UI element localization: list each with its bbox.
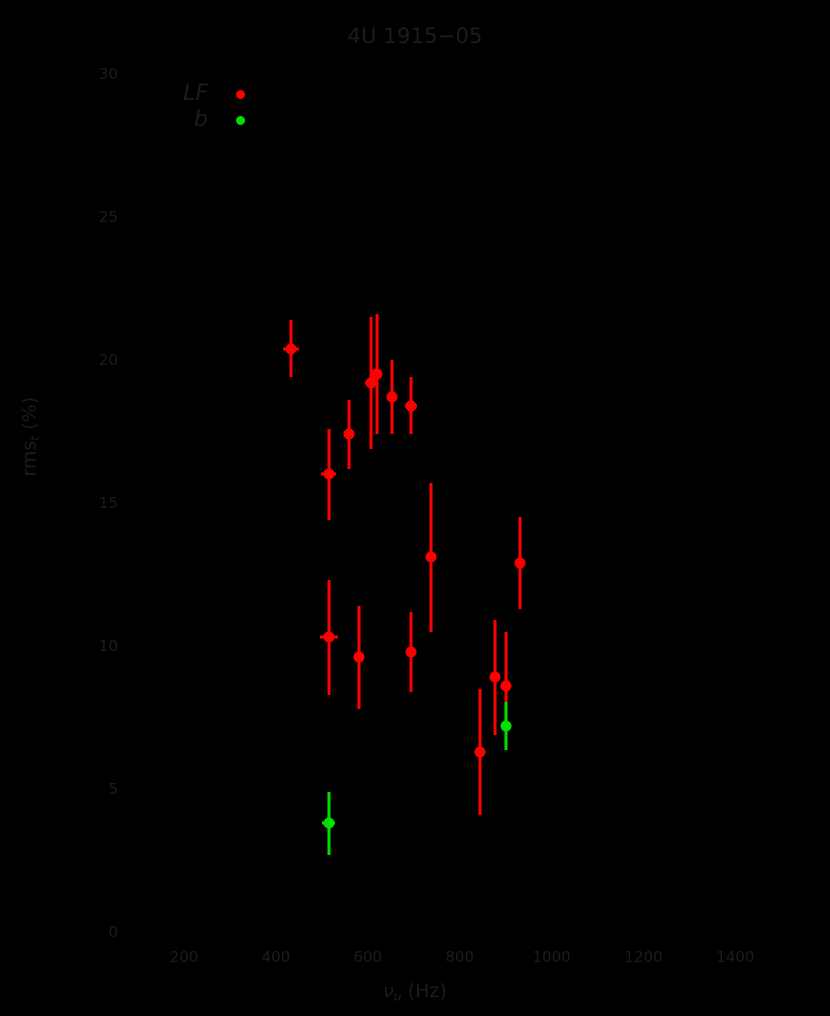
x-tick-label: 800: [445, 948, 474, 966]
legend: LF b: [150, 82, 260, 134]
error-bar-vertical: [429, 482, 433, 632]
y-tick-label: 25: [98, 208, 118, 226]
legend-marker-b-icon: [236, 116, 245, 125]
y-axis-label-unit: (%): [18, 396, 41, 430]
error-bar-vertical: [390, 360, 394, 435]
data-point-lf: [514, 557, 526, 569]
error-bar-horizontal: [373, 372, 382, 376]
error-bar-horizontal: [365, 381, 378, 385]
error-bar-vertical: [347, 400, 351, 469]
error-bar-horizontal: [504, 724, 508, 728]
error-bar-vertical: [478, 688, 482, 815]
data-point-lf: [500, 680, 512, 692]
error-bar-horizontal: [321, 472, 337, 476]
error-bar-horizontal: [503, 684, 509, 688]
page-title: 4U 1915−05: [347, 24, 483, 48]
error-bar-horizontal: [478, 750, 483, 754]
error-bar-horizontal: [322, 821, 336, 825]
error-bar-horizontal: [518, 561, 523, 565]
y-tick-label: 15: [98, 494, 118, 512]
x-axis-ticks: 200 400 600 800 1000 1200 1400: [0, 948, 830, 972]
error-bar-vertical: [504, 701, 508, 751]
error-bar-vertical: [357, 605, 361, 709]
error-bar-horizontal: [355, 655, 362, 659]
y-tick-label: 5: [108, 780, 118, 798]
data-point-lf: [474, 746, 486, 758]
error-bar-vertical: [369, 317, 373, 449]
error-bar-horizontal: [283, 347, 299, 351]
error-bar-vertical: [518, 517, 522, 609]
legend-item-label: LF: [183, 81, 208, 106]
data-point-lf: [323, 468, 335, 480]
data-point-lf: [285, 343, 297, 355]
error-bar-vertical: [409, 611, 413, 692]
error-bar-vertical: [327, 428, 331, 521]
data-point-lf: [405, 646, 417, 658]
x-tick-label: 1400: [716, 948, 755, 966]
x-tick-label: 600: [353, 948, 383, 966]
y-axis-label-main: rms: [18, 440, 41, 477]
y-tick-label: 20: [98, 351, 118, 369]
error-bar-horizontal: [345, 432, 353, 436]
x-axis-label: νu (Hz): [0, 980, 830, 1004]
data-point-lf: [353, 651, 365, 663]
data-point-lf: [386, 391, 398, 403]
error-bar-vertical: [289, 319, 293, 378]
error-bar-horizontal: [319, 635, 338, 639]
data-point-b: [323, 817, 335, 829]
error-bar-vertical: [327, 791, 331, 855]
error-bar-horizontal: [492, 675, 498, 679]
error-bar-horizontal: [389, 395, 395, 399]
error-bar-horizontal: [428, 555, 434, 559]
data-point-lf: [405, 400, 417, 412]
data-point-lf: [489, 671, 501, 683]
error-bar-horizontal: [408, 650, 414, 654]
y-axis-ticks: 0 5 10 15 20 25 30: [70, 0, 118, 1016]
x-tick-label: 400: [261, 948, 291, 966]
data-point-lf: [365, 377, 377, 389]
y-tick-label: 0: [108, 923, 118, 941]
legend-item-label: b: [194, 107, 208, 132]
y-axis-label-sub: t: [26, 435, 42, 441]
error-bar-vertical: [493, 620, 497, 735]
error-bar-horizontal: [404, 404, 418, 408]
y-tick-label: 10: [98, 637, 118, 655]
legend-marker-lf-icon: [236, 90, 245, 99]
error-bar-vertical: [409, 377, 413, 435]
data-point-lf: [425, 551, 437, 563]
x-axis-label-unit: (Hz): [407, 980, 447, 1002]
x-axis-label-sub: u: [393, 988, 402, 1004]
x-tick-label: 1000: [532, 948, 571, 966]
legend-item: b: [150, 108, 260, 134]
x-tick-label: 1200: [624, 948, 663, 966]
y-tick-label: 30: [98, 65, 118, 83]
x-tick-label: 200: [169, 948, 199, 966]
data-point-lf: [371, 368, 383, 380]
data-point-lf: [343, 428, 355, 440]
data-point-lf: [323, 631, 335, 643]
legend-item: LF: [150, 82, 260, 108]
error-bar-vertical: [327, 580, 331, 695]
data-point-b: [500, 720, 512, 732]
y-axis-label: rmst (%): [18, 337, 42, 537]
error-bar-vertical: [375, 314, 379, 435]
error-bar-vertical: [504, 631, 508, 741]
x-axis-label-symbol: ν: [383, 980, 394, 1002]
